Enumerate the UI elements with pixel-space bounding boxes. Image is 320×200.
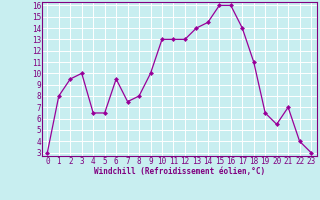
X-axis label: Windchill (Refroidissement éolien,°C): Windchill (Refroidissement éolien,°C) [94,167,265,176]
